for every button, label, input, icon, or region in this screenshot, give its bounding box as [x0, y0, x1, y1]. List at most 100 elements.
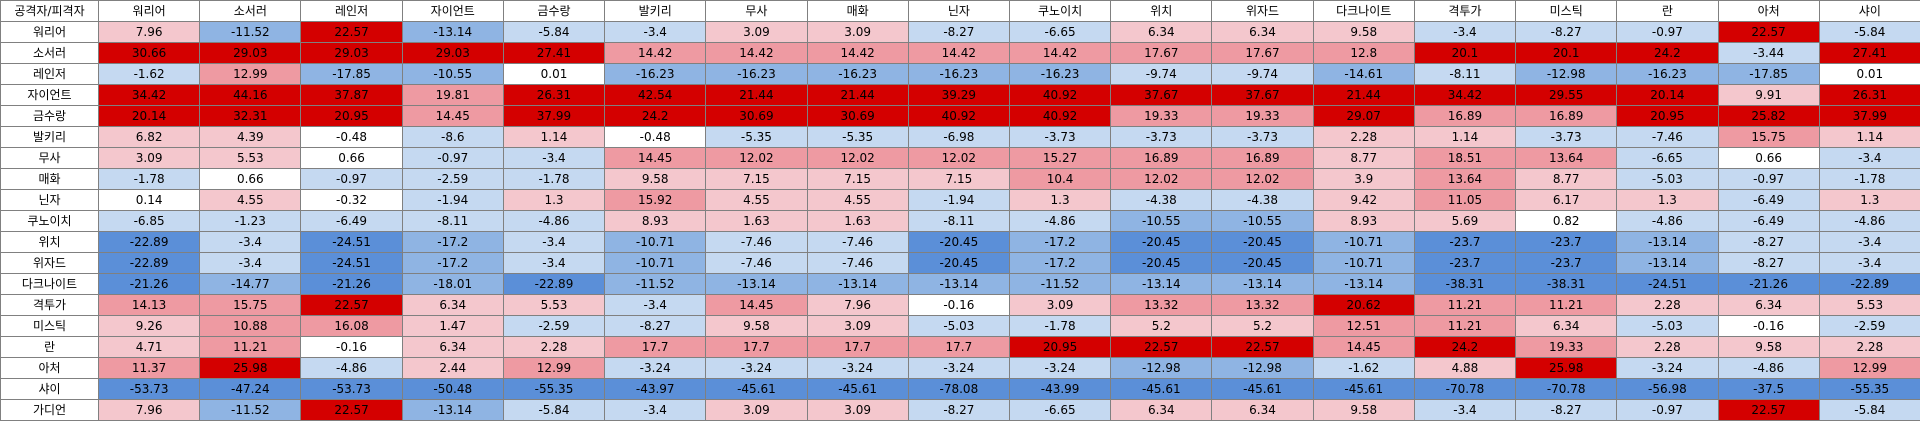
data-cell[interactable]: -8.27: [1515, 21, 1618, 43]
data-cell[interactable]: -6.65: [1616, 147, 1719, 169]
data-cell[interactable]: -10.55: [1211, 210, 1314, 232]
data-cell[interactable]: 22.57: [1211, 336, 1314, 358]
row-header[interactable]: 다크나이트: [0, 273, 99, 295]
data-cell[interactable]: -10.71: [1312, 231, 1415, 253]
data-cell[interactable]: -8.27: [1515, 399, 1618, 421]
data-cell[interactable]: 20.1: [1413, 42, 1517, 64]
data-cell[interactable]: 17.7: [705, 336, 808, 358]
data-cell[interactable]: -10.71: [604, 252, 707, 274]
data-cell[interactable]: 29.03: [401, 42, 504, 64]
data-cell[interactable]: -17.85: [300, 63, 403, 85]
data-cell[interactable]: 29.07: [1312, 105, 1415, 127]
data-cell[interactable]: -8.27: [1717, 231, 1820, 253]
data-cell[interactable]: -11.52: [199, 399, 302, 421]
column-header[interactable]: 워리어: [97, 0, 201, 22]
data-cell[interactable]: -1.23: [199, 210, 302, 232]
data-cell[interactable]: 10.4: [1008, 168, 1112, 190]
data-cell[interactable]: -9.74: [1211, 63, 1314, 85]
data-cell[interactable]: 5.53: [199, 147, 302, 169]
data-cell[interactable]: -1.78: [1818, 168, 1920, 190]
data-cell[interactable]: 14.42: [907, 42, 1010, 64]
data-cell[interactable]: 7.15: [806, 168, 909, 190]
data-cell[interactable]: -21.26: [97, 273, 201, 295]
data-cell[interactable]: -70.78: [1413, 378, 1517, 400]
data-cell[interactable]: 14.45: [1312, 336, 1415, 358]
row-header[interactable]: 닌자: [0, 189, 99, 211]
data-cell[interactable]: 14.42: [604, 42, 707, 64]
data-cell[interactable]: -45.61: [705, 378, 808, 400]
data-cell[interactable]: -24.51: [300, 231, 403, 253]
data-cell[interactable]: -45.61: [1110, 378, 1213, 400]
data-cell[interactable]: -3.24: [907, 357, 1010, 379]
column-header[interactable]: 자이언트: [401, 0, 504, 22]
row-header[interactable]: 매화: [0, 168, 99, 190]
data-cell[interactable]: -6.85: [97, 210, 201, 232]
data-cell[interactable]: 2.28: [1818, 336, 1920, 358]
data-cell[interactable]: 2.28: [1616, 294, 1719, 316]
data-cell[interactable]: 0.01: [502, 63, 606, 85]
data-cell[interactable]: 5.53: [502, 294, 606, 316]
data-cell[interactable]: 5.69: [1413, 210, 1517, 232]
data-cell[interactable]: 11.37: [97, 357, 201, 379]
data-cell[interactable]: -0.97: [401, 147, 504, 169]
data-cell[interactable]: 16.89: [1413, 105, 1517, 127]
data-cell[interactable]: -7.46: [705, 231, 808, 253]
data-cell[interactable]: 12.02: [705, 147, 808, 169]
data-cell[interactable]: 18.51: [1413, 147, 1517, 169]
data-cell[interactable]: 16.89: [1515, 105, 1618, 127]
data-cell[interactable]: 12.99: [1818, 357, 1920, 379]
data-cell[interactable]: 14.42: [705, 42, 808, 64]
data-cell[interactable]: 9.91: [1717, 84, 1820, 106]
data-cell[interactable]: -6.49: [1717, 210, 1820, 232]
data-cell[interactable]: 7.15: [705, 168, 808, 190]
data-cell[interactable]: 5.2: [1110, 315, 1213, 337]
data-cell[interactable]: -13.14: [1211, 273, 1314, 295]
data-cell[interactable]: 12.02: [1211, 168, 1314, 190]
row-header[interactable]: 레인저: [0, 63, 99, 85]
data-cell[interactable]: -4.38: [1110, 189, 1213, 211]
data-cell[interactable]: 11.21: [1413, 315, 1517, 337]
data-cell[interactable]: 3.09: [705, 399, 808, 421]
data-cell[interactable]: -5.84: [502, 21, 606, 43]
data-cell[interactable]: 12.02: [1110, 168, 1213, 190]
data-cell[interactable]: 2.28: [502, 336, 606, 358]
data-cell[interactable]: 4.88: [1413, 357, 1517, 379]
data-cell[interactable]: -16.23: [806, 63, 909, 85]
data-cell[interactable]: -1.94: [401, 189, 504, 211]
data-cell[interactable]: -17.85: [1717, 63, 1820, 85]
data-cell[interactable]: 1.3: [502, 189, 606, 211]
data-cell[interactable]: -23.7: [1515, 231, 1618, 253]
data-cell[interactable]: -2.59: [1818, 315, 1920, 337]
data-cell[interactable]: 22.57: [300, 21, 403, 43]
row-header[interactable]: 소서러: [0, 42, 99, 64]
data-cell[interactable]: -21.26: [300, 273, 403, 295]
data-cell[interactable]: 4.39: [199, 126, 302, 148]
data-cell[interactable]: 4.71: [97, 336, 201, 358]
data-cell[interactable]: 3.09: [806, 315, 909, 337]
data-cell[interactable]: 12.02: [806, 147, 909, 169]
data-cell[interactable]: -9.74: [1110, 63, 1213, 85]
row-header[interactable]: 미스틱: [0, 315, 99, 337]
data-cell[interactable]: -3.4: [199, 231, 302, 253]
data-cell[interactable]: 8.77: [1515, 168, 1618, 190]
data-cell[interactable]: 1.14: [1413, 126, 1517, 148]
data-cell[interactable]: 9.42: [1312, 189, 1415, 211]
row-header[interactable]: 아처: [0, 357, 99, 379]
data-cell[interactable]: -38.31: [1413, 273, 1517, 295]
data-cell[interactable]: 1.63: [705, 210, 808, 232]
data-cell[interactable]: -3.4: [1413, 21, 1517, 43]
data-cell[interactable]: 3.9: [1312, 168, 1415, 190]
column-header[interactable]: 위치: [1110, 0, 1213, 22]
data-cell[interactable]: -3.73: [1110, 126, 1213, 148]
data-cell[interactable]: -2.59: [502, 315, 606, 337]
column-header[interactable]: 매화: [806, 0, 909, 22]
data-cell[interactable]: 3.09: [1008, 294, 1112, 316]
data-cell[interactable]: -5.84: [1818, 399, 1920, 421]
column-header[interactable]: 쿠노이치: [1008, 0, 1112, 22]
data-cell[interactable]: -17.2: [1008, 252, 1112, 274]
column-header[interactable]: 미스틱: [1515, 0, 1618, 22]
data-cell[interactable]: -13.14: [1312, 273, 1415, 295]
data-cell[interactable]: -4.86: [502, 210, 606, 232]
data-cell[interactable]: -12.98: [1110, 357, 1213, 379]
data-cell[interactable]: -11.52: [1008, 273, 1112, 295]
